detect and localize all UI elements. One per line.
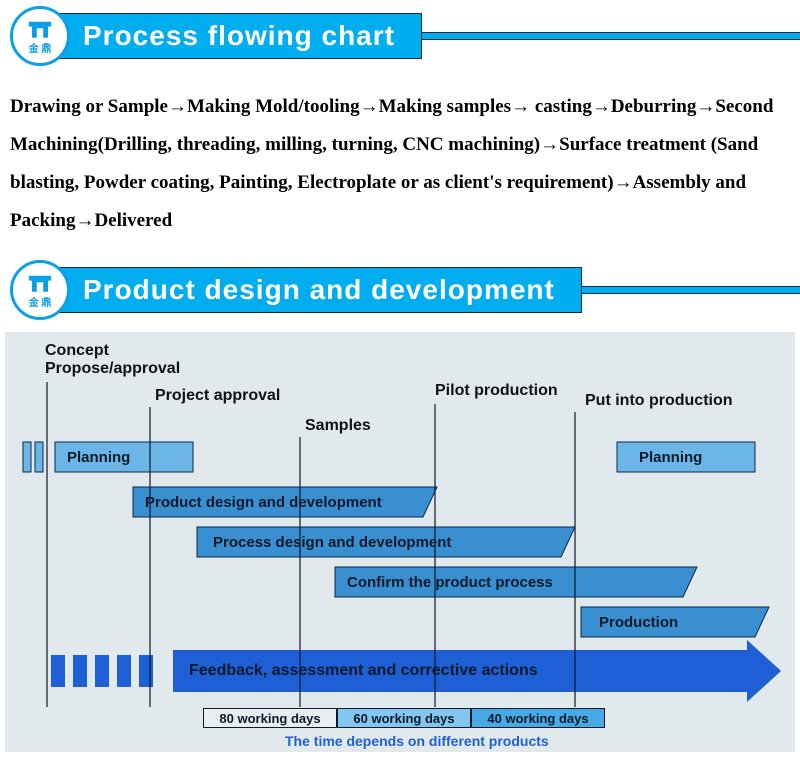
gantt-bar-label: Confirm the product process	[347, 574, 553, 591]
duration-cell: 60 working days	[337, 708, 471, 728]
gantt-bar-label: Planning	[639, 449, 702, 466]
milestone-label: Concept Propose/approval	[45, 342, 180, 378]
gantt-bar-label: Production	[599, 614, 678, 631]
diagram-footnote: The time depends on different products	[285, 733, 549, 749]
header-tail	[580, 286, 800, 294]
section1-header: 金 鼎 Process flowing chart	[0, 6, 800, 66]
milestone-label: Project approval	[155, 387, 280, 405]
section2-title: Product design and development	[42, 267, 582, 313]
section2-header: 金 鼎 Product design and development	[0, 260, 800, 320]
milestone-label: Samples	[305, 417, 371, 435]
process-flow-text: Drawing or Sample→Making Mold/tooling→Ma…	[0, 78, 800, 260]
duration-cell: 40 working days	[471, 708, 605, 728]
logo-text: 金 鼎	[29, 40, 52, 55]
milestone-label: Put into production	[585, 392, 733, 410]
development-gantt-diagram: Planning Product design and development Pr…	[5, 332, 795, 752]
milestone-label: Pilot production	[435, 382, 558, 400]
duration-cell: 80 working days	[203, 708, 337, 728]
section1-title: Process flowing chart	[42, 13, 422, 59]
gantt-bar-label: Planning	[67, 449, 130, 466]
gantt-bar-label: Product design and development	[145, 494, 382, 511]
logo-icon: 金 鼎	[10, 260, 70, 320]
gantt-bar-label: Process design and development	[213, 534, 451, 551]
header-tail	[420, 32, 800, 40]
feedback-arrow-label: Feedback, assessment and corrective acti…	[189, 662, 538, 680]
logo-icon: 金 鼎	[10, 6, 70, 66]
logo-text: 金 鼎	[29, 294, 52, 309]
